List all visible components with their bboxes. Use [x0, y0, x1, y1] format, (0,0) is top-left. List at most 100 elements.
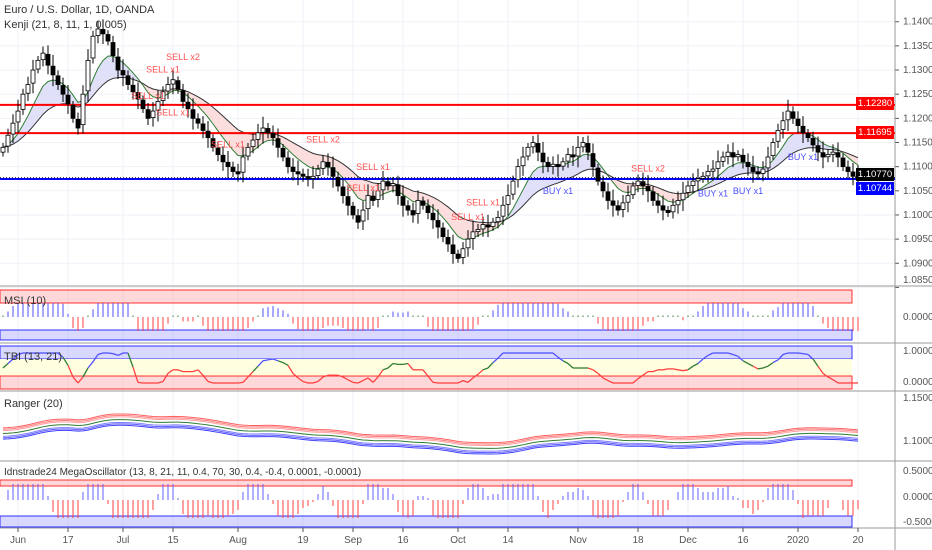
candle-body: [560, 161, 566, 167]
kenji-ribbon-fill: [283, 137, 288, 150]
kenji-ribbon-fill: [428, 194, 433, 208]
candle-body: [455, 253, 461, 259]
candle-body: [380, 180, 386, 191]
ranger-mid-line: [2, 419, 859, 449]
candle-body: [530, 142, 536, 148]
candle-body: [830, 151, 836, 155]
indicator-legend-tbi[interactable]: TBI (13, 21): [4, 351, 63, 363]
candle-body: [570, 154, 576, 158]
candle-body: [825, 154, 831, 158]
tbi-line-segment: [162, 373, 169, 382]
kenji-ribbon-fill: [548, 165, 553, 187]
kenji-ribbon-fill: [368, 181, 373, 200]
kenji-ribbon-fill: [148, 86, 153, 97]
y-tick-label: 1.11500: [903, 138, 932, 149]
indicator-legend-mega-oscillator[interactable]: Idnstrade24 MegaOscillator (13, 8, 21, 1…: [4, 467, 362, 478]
indicator-legend-ranger[interactable]: Ranger (20): [4, 398, 63, 410]
candle-body: [390, 183, 396, 187]
candle-body: [350, 205, 356, 216]
candle-body: [10, 122, 16, 135]
candle-body: [505, 195, 511, 205]
signal-label: BUY x1: [698, 188, 728, 198]
candle-body: [335, 176, 341, 187]
ranger-band-line: [2, 414, 859, 445]
candle-body: [400, 196, 406, 206]
candle-body: [115, 56, 121, 71]
y-tick-label: 1.12500: [903, 89, 932, 100]
tbi-line-segment: [112, 352, 119, 357]
signal-label: BUY x1: [733, 186, 763, 196]
kenji-fast-line: [2, 55, 859, 240]
candle-body: [545, 161, 551, 168]
candle-body: [105, 34, 111, 42]
candle-body: [640, 181, 646, 187]
signal-label: SELL x1: [146, 64, 180, 74]
tbi-line-segment: [387, 363, 394, 369]
tbi-line-segment: [677, 369, 684, 372]
candle-body: [595, 167, 601, 182]
kenji-ribbon-fill: [708, 180, 713, 188]
tbi-line-segment: [277, 360, 284, 364]
candle-body: [760, 168, 766, 174]
candle-body: [375, 190, 381, 200]
candle-body: [200, 123, 206, 131]
tbi-line-segment: [552, 352, 559, 358]
tbi-line-segment: [697, 358, 704, 364]
candle-body: [370, 195, 376, 201]
tbi-line-segment: [702, 354, 709, 360]
tbi-line-segment: [492, 357, 499, 364]
kenji-ribbon-fill: [728, 165, 733, 179]
candle-body: [60, 85, 66, 95]
candle-body: [720, 156, 726, 162]
indicator-legend-msi[interactable]: MSI (10): [4, 295, 47, 307]
kenji-ribbon-fill: [798, 132, 803, 151]
tbi-line-segment: [242, 376, 249, 383]
candle-body: [780, 120, 786, 130]
kenji-ribbon-fill: [733, 162, 738, 177]
kenji-ribbon-fill: [463, 218, 468, 240]
price-tag-resistance-2: 1.11695: [856, 126, 894, 139]
candle-body: [645, 186, 651, 192]
candle-body: [735, 154, 741, 158]
tbi-line-segment: [557, 356, 564, 362]
candle-body: [415, 200, 421, 214]
kenji-ribbon-fill: [828, 145, 833, 150]
candle-body: [650, 191, 656, 201]
candle-body: [465, 238, 471, 249]
candle-body: [715, 161, 721, 169]
candle-body: [420, 200, 426, 206]
candle-body: [820, 152, 826, 158]
candle-body: [730, 152, 736, 158]
x-tick-label: 19: [297, 535, 309, 546]
tbi-line-segment: [237, 381, 244, 384]
indicator-zone: [0, 329, 853, 341]
kenji-ribbon-fill: [563, 162, 568, 182]
x-tick-label: 16: [397, 535, 409, 546]
kenji-slow-line: [2, 76, 859, 224]
candle-body: [565, 154, 571, 162]
signal-label: SELL x1: [356, 162, 390, 172]
indicator-legend-kenji[interactable]: Kenji (21, 8, 11, 1, 0.005): [4, 19, 127, 31]
x-tick-label: 17: [62, 535, 74, 546]
candle-body: [740, 154, 746, 163]
candle-body: [665, 209, 671, 213]
kenji-ribbon-fill: [23, 115, 28, 137]
tbi-line-segment: [402, 362, 409, 366]
x-tick-label: 14: [502, 535, 514, 546]
signal-label: SELL x1: [211, 139, 245, 149]
candle-body: [605, 191, 611, 201]
tbi-line-segment: [482, 367, 489, 371]
x-tick-label: 16: [737, 535, 749, 546]
candle-body: [160, 91, 166, 101]
candle-body: [495, 216, 501, 223]
ranger-band-line: [2, 423, 859, 454]
kenji-ribbon-fill: [853, 155, 858, 166]
tbi-line-segment: [662, 368, 669, 371]
candle-body: [235, 171, 241, 175]
candle-body: [450, 244, 456, 255]
candle-body: [120, 70, 126, 76]
